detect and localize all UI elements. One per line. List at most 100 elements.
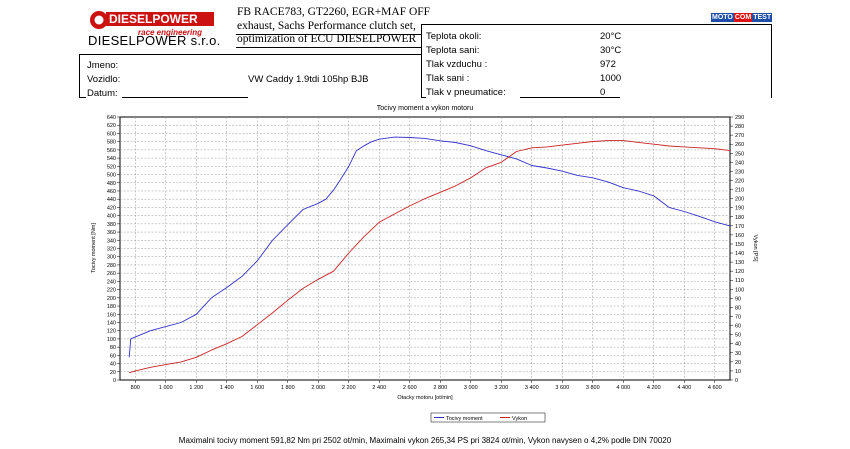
tuning-description: FB RACE783, GT2260, EGR+MAF OFF exhaust,… [237,6,430,47]
right-tick-label: 250 [735,151,744,157]
left-tick-label: 360 [107,230,116,236]
left-tick-label: 340 [107,238,116,244]
left-tick-label: 80 [110,345,116,351]
power-curve [129,140,731,374]
left-tick-label: 100 [107,337,116,343]
right-tick-label: 0 [735,378,738,384]
logo: DIESELPOWER race engineering [88,9,218,39]
x-tick-label: 4 000 [616,385,630,391]
datum-label: Datum: [87,88,118,99]
legend-power-label: Vykon [512,416,527,422]
left-tick-label: 400 [107,214,116,220]
right-tick-label: 110 [735,278,744,284]
left-tick-label: 580 [107,140,116,146]
left-tick-label: 500 [107,173,116,179]
motocomtest-logo-test: TEST [752,13,773,22]
datum-underline-left [79,97,86,98]
description-underline-2 [236,47,424,48]
left-tick-label: 260 [107,271,116,277]
teplota-okoli-value: 20°C [600,31,622,42]
right-tick-label: 50 [735,333,741,339]
grid [120,117,730,380]
x-tick-label: 3 800 [586,385,600,391]
left-tick-label: 200 [107,296,116,302]
left-tick-label: 440 [107,197,116,203]
company-name: DIESELPOWER s.r.o. [88,33,221,48]
tlak-pneumatice-value: 0 [600,87,606,98]
right-tick-label: 10 [735,369,741,375]
vozidlo-value: VW Caddy 1.9tdi 105hp BJB [248,74,369,85]
right-tick-label: 30 [735,351,741,357]
vehicle-info-box [79,54,422,98]
x-tick-label: 1 800 [281,385,295,391]
right-tick-label: 120 [735,269,744,275]
left-tick-label: 540 [107,156,116,162]
left-tick-label: 560 [107,148,116,154]
motocomtest-logo-com: COM [733,13,753,22]
right-tick-label: 210 [735,188,744,194]
left-tick-label: 320 [107,247,116,253]
right-tick-label: 90 [735,296,741,302]
right-tick-label: 140 [735,251,744,257]
right-tick-label: 200 [735,197,744,203]
x-tick-label: 2 000 [311,385,325,391]
right-tick-label: 180 [735,215,744,221]
x-tick-label: 4 400 [677,385,691,391]
left-tick-label: 60 [110,353,116,359]
right-tick-label: 60 [735,324,741,330]
teplota-sani-value: 30°C [600,45,622,56]
left-tick-label: 180 [107,304,116,310]
right-tick-label: 150 [735,242,744,248]
logo-brand-text: DIESELPOWER [109,12,198,26]
right-tick-label: 270 [735,133,744,139]
tlak-vzduchu-value: 972 [600,59,616,70]
motocomtest-logo: MOTO COM TEST [711,13,773,22]
torque-curve [128,136,731,358]
tlak-sani-value: 1000 [600,73,622,84]
right-axis: 0 10 20 30 40 50 60 70 80 90 100 110 120 130 140 150 160… [730,115,744,384]
x-tick-label: 2 200 [342,385,356,391]
x-tick-label: 3 000 [464,385,478,391]
description-line-1: FB RACE783, GT2260, EGR+MAF OFF [237,6,431,18]
right-tick-label: 280 [735,124,744,130]
description-line-3: optimization of ECU DIESELPOWER [237,33,417,45]
x-tick-label: 800 [131,385,140,391]
x-tick-label: 4 200 [647,385,661,391]
left-tick-label: 0 [113,378,116,384]
x-tick-label: 2 600 [403,385,417,391]
right-tick-label: 220 [735,178,744,184]
description-underline-1 [236,34,424,35]
right-tick-label: 290 [735,115,744,121]
tlak-pneumatice-label: Tlak v pneumatice: [426,87,506,98]
x-axis: 800 1 000 1 200 1 400 1 600 1 800 2 000 2 200 2 … [131,380,722,391]
motocomtest-logo-moto: MOTO [711,13,734,22]
right-tick-label: 70 [735,315,741,321]
conditions-underline-left [421,97,426,98]
left-tick-label: 420 [107,205,116,211]
right-tick-label: 100 [735,287,744,293]
x-axis-label: Otacky motoru [ot/min] [397,395,453,401]
x-tick-label: 1 600 [250,385,264,391]
left-tick-label: 160 [107,312,116,318]
left-tick-label: 240 [107,279,116,285]
x-tick-label: 1 000 [159,385,173,391]
teplota-okoli-label: Teplota okoli: [426,31,482,42]
left-tick-label: 120 [107,329,116,335]
tlak-sani-label: Tlak sani : [426,73,470,84]
left-axis: 0 20 40 60 80 100 120 140 160 180 200 220 240 260 280 3… [107,115,120,384]
left-tick-label: 140 [107,320,116,326]
x-tick-label: 3 400 [525,385,539,391]
teplota-sani-label: Teplota sani: [426,45,480,56]
x-tick-label: 2 400 [372,385,386,391]
chart-title: Tocivy moment a vykon motoru [377,105,474,112]
left-tick-label: 280 [107,263,116,269]
x-tick-label: 3 200 [494,385,508,391]
left-tick-label: 300 [107,255,116,261]
left-tick-label: 380 [107,222,116,228]
right-tick-label: 130 [735,260,744,266]
x-tick-label: 1 400 [220,385,234,391]
dyno-chart: Tocivy moment a vykon motoru 0 20 40 60 80 10… [0,100,850,430]
right-tick-label: 190 [735,206,744,212]
left-tick-label: 480 [107,181,116,187]
x-tick-label: 3 600 [555,385,569,391]
